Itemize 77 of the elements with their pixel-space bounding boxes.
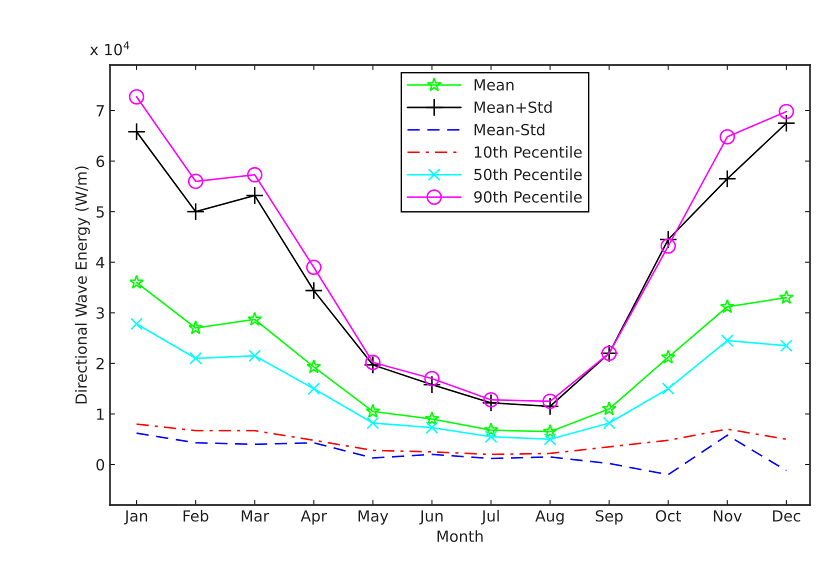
point <box>189 352 202 365</box>
point <box>188 174 204 190</box>
x-axis-title: Month <box>438 530 483 542</box>
point <box>304 281 323 300</box>
point <box>660 238 676 254</box>
x-tick-label: Aug <box>535 510 564 525</box>
x-tick-label: Mar <box>242 510 270 522</box>
point <box>662 382 675 395</box>
point <box>720 299 735 314</box>
point <box>659 230 678 249</box>
point <box>540 397 560 416</box>
x-tick-label: Sep <box>596 510 623 525</box>
y-tick-label: 5 <box>96 206 104 218</box>
point <box>128 89 144 105</box>
point <box>366 416 380 430</box>
y-tick-label: 3 <box>96 307 104 319</box>
point <box>186 202 205 221</box>
point <box>602 416 616 430</box>
x-tick-label: Oct <box>656 510 682 522</box>
point <box>248 349 262 362</box>
legend-label: Mean+Std <box>474 101 552 113</box>
point <box>306 260 322 276</box>
point <box>720 129 736 145</box>
point <box>779 290 794 304</box>
point <box>544 432 556 446</box>
point <box>426 421 438 434</box>
point <box>542 424 558 438</box>
x-tick-label: Nov <box>714 510 742 522</box>
y-axis-title: Directional Wave Energy (W/m) <box>75 166 90 404</box>
point <box>778 104 794 120</box>
point <box>188 320 204 334</box>
point <box>720 334 734 347</box>
point <box>542 394 558 410</box>
point <box>364 356 382 374</box>
point <box>127 122 146 141</box>
legend-label: 10th Pecentile <box>474 146 582 158</box>
point <box>247 167 262 182</box>
x-tick-label: Jul <box>481 510 499 525</box>
point <box>777 114 796 132</box>
point <box>129 274 144 289</box>
point <box>307 382 320 395</box>
point <box>424 411 440 426</box>
y-tick-label: 1 <box>97 408 104 420</box>
legend-label: 50th Pecentile <box>474 168 582 180</box>
legend-label: Mean-Std <box>474 124 544 136</box>
point <box>246 186 264 205</box>
point <box>483 392 499 408</box>
x-tick-label: Apr <box>300 510 328 525</box>
point <box>365 354 381 370</box>
point <box>482 394 500 412</box>
legend-label: Mean <box>474 79 514 91</box>
x-tick-label: Dec <box>773 510 800 522</box>
y-tick-label: 7 <box>96 105 104 116</box>
x-tick-label: Feb <box>184 510 208 522</box>
point <box>422 376 442 394</box>
point <box>130 318 143 330</box>
text: x 10$^{4}$ <box>90 41 130 56</box>
line-series <box>136 423 788 456</box>
y-tick-label: 6 <box>96 156 104 168</box>
y-tick-label: 4 <box>96 256 104 268</box>
x-tick-label: Jun <box>419 510 443 525</box>
point <box>660 350 676 364</box>
point <box>718 170 736 188</box>
point <box>602 401 617 416</box>
point <box>484 422 498 437</box>
line-series <box>136 432 788 476</box>
y-tick-label: 2 <box>96 358 104 370</box>
y-tick-label: 0 <box>96 459 104 471</box>
point <box>484 430 498 444</box>
point <box>306 359 322 374</box>
legend-label: 90th Pecentile <box>474 190 582 203</box>
point <box>780 339 793 352</box>
point <box>366 404 380 418</box>
point <box>424 370 440 386</box>
x-tick-label: Jan <box>124 510 148 525</box>
x-tick-label: May <box>358 510 388 525</box>
point <box>247 312 262 326</box>
